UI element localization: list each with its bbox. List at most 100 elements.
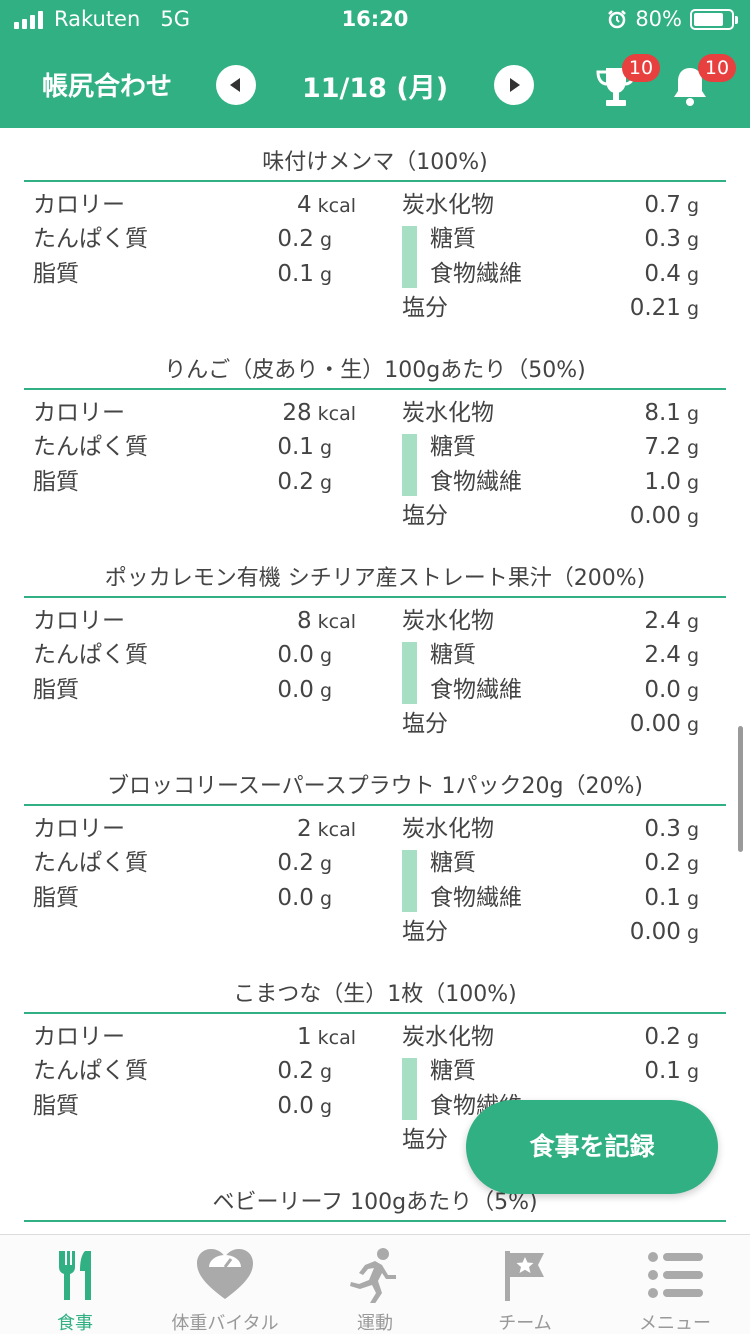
scrollbar[interactable] — [738, 726, 743, 852]
carb-label: 炭水化物 — [402, 192, 494, 218]
carrier-label: Rakuten 5G — [54, 7, 190, 31]
protein-label: たんぱく質 — [33, 1058, 148, 1084]
sugar-label: 糖質 — [430, 642, 476, 668]
fat-label: 脂質 — [33, 469, 79, 495]
carb-label: 炭水化物 — [402, 1024, 494, 1050]
fiber-label: 食物繊維 — [430, 469, 522, 495]
fiber-value: 1.0 g — [644, 469, 699, 495]
protein-value: 0.0 g — [277, 642, 332, 668]
bell-badge: 10 — [698, 54, 736, 82]
sugar-value: 0.1 g — [644, 1058, 699, 1084]
tab-menu[interactable]: メニュー — [600, 1235, 750, 1335]
food-item[interactable]: ベビーリーフ 100gあたり（5%) — [0, 1168, 750, 1222]
nutrition-grid: カロリー 28 kcal 炭水化物 8.1 g たんぱく質 0.1 g 糖質 7.2 g 脂質 0.2 g 食… — [0, 390, 750, 542]
protein-label: たんぱく質 — [33, 434, 148, 460]
tab-menu-label: メニュー — [639, 1313, 711, 1334]
flag-icon — [505, 1251, 544, 1301]
trophy-badge: 10 — [622, 54, 660, 82]
salt-value: 0.00 g — [629, 711, 699, 737]
trophy-button[interactable]: 10 — [594, 54, 660, 110]
fat-label: 脂質 — [33, 1093, 79, 1119]
salt-value: 0.00 g — [629, 919, 699, 945]
signal-icon — [14, 11, 43, 29]
next-day-button[interactable] — [494, 65, 534, 105]
fiber-label: 食物繊維 — [430, 677, 522, 703]
food-item-title: ベビーリーフ 100gあたり（5%) — [24, 1168, 726, 1222]
carb-value: 2.4 g — [644, 608, 699, 634]
food-item-title: 味付けメンマ（100%) — [24, 128, 726, 182]
food-item-title: ポッカレモン有機 シチリア産ストレート果汁（200%) — [24, 544, 726, 598]
carb-breakdown-bar — [402, 226, 417, 288]
food-item-title: りんご（皮あり・生）100gあたり（50%) — [24, 336, 726, 390]
record-meal-button[interactable]: 食事を記録 — [466, 1100, 718, 1194]
calorie-label: カロリー — [33, 816, 125, 842]
sugar-label: 糖質 — [430, 850, 476, 876]
fiber-value: 0.4 g — [644, 261, 699, 287]
tab-team[interactable]: チーム — [450, 1235, 600, 1335]
status-bar: Rakuten 5G 16:20 80% — [0, 0, 750, 40]
salt-value: 0.21 g — [629, 295, 699, 321]
nutrition-grid: カロリー 4 kcal 炭水化物 0.7 g たんぱく質 0.2 g 糖質 0.3 g 脂質 0.1 g 食物… — [0, 182, 750, 334]
sugar-label: 糖質 — [430, 1058, 476, 1084]
clock: 16:20 — [341, 7, 409, 31]
page-title: 帳尻合わせ — [42, 72, 173, 102]
salt-label: 塩分 — [402, 503, 448, 529]
fat-label: 脂質 — [33, 677, 79, 703]
calorie-label: カロリー — [33, 608, 125, 634]
fiber-label: 食物繊維 — [430, 885, 522, 911]
fiber-label: 食物繊維 — [430, 261, 522, 287]
tab-exercise-label: 運動 — [357, 1313, 393, 1334]
food-item[interactable]: りんご（皮あり・生）100gあたり（50%) カロリー 28 kcal 炭水化物 8.1 g… — [0, 336, 750, 542]
fiber-value: 0.1 g — [644, 885, 699, 911]
calorie-value: 4 kcal — [296, 192, 356, 218]
fat-value: 0.0 g — [277, 1093, 332, 1119]
tab-team-label: チーム — [498, 1313, 552, 1334]
prev-day-button[interactable] — [216, 65, 256, 105]
fat-value: 0.0 g — [277, 885, 332, 911]
fat-value: 0.0 g — [277, 677, 332, 703]
tab-weight-vital[interactable]: 体重バイタル — [150, 1235, 300, 1335]
food-item[interactable]: こまつな（生）1枚（100%) カロリー 1 kcal 炭水化物 0.2 g たんぱく質 0.2… — [0, 960, 750, 1166]
triangle-right-icon — [510, 78, 520, 92]
calorie-label: カロリー — [33, 1024, 125, 1050]
salt-label: 塩分 — [402, 919, 448, 945]
fat-value: 0.2 g — [277, 469, 332, 495]
calorie-value: 8 kcal — [296, 608, 356, 634]
carb-value: 0.2 g — [644, 1024, 699, 1050]
tab-weight-vital-label: 体重バイタル — [171, 1313, 279, 1334]
notification-button[interactable]: 10 — [672, 54, 736, 110]
tab-meal[interactable]: 食事 — [0, 1235, 150, 1335]
tab-exercise[interactable]: 運動 — [300, 1235, 450, 1335]
fiber-value: 0.0 g — [644, 677, 699, 703]
sugar-value: 2.4 g — [644, 642, 699, 668]
heart-scale-icon — [197, 1249, 253, 1299]
salt-label: 塩分 — [402, 711, 448, 737]
food-list[interactable]: 味付けメンマ（100%) カロリー 4 kcal 炭水化物 0.7 g たんぱく質 0.2 g 糖質… — [0, 128, 750, 1234]
carb-value: 0.3 g — [644, 816, 699, 842]
nutrition-grid: カロリー 8 kcal 炭水化物 2.4 g たんぱく質 0.0 g 糖質 2.4 g 脂質 0.0 g 食物… — [0, 598, 750, 750]
sugar-label: 糖質 — [430, 434, 476, 460]
protein-value: 0.2 g — [277, 226, 332, 252]
food-item[interactable]: ブロッコリースーパースプラウト 1パック20g（20%) カロリー 2 kcal 炭水化… — [0, 752, 750, 958]
fork-knife-icon — [59, 1251, 91, 1300]
nutrition-grid: カロリー 1 kcal 炭水化物 0.2 g たんぱく質 0.2 g 糖質 0.1 g 脂質 0.0 g 食物… — [0, 1014, 750, 1166]
salt-label: 塩分 — [402, 295, 448, 321]
nutrition-grid: カロリー 2 kcal 炭水化物 0.3 g たんぱく質 0.2 g 糖質 0.2 g 脂質 0.0 g 食物… — [0, 806, 750, 958]
sugar-value: 0.2 g — [644, 850, 699, 876]
salt-value: 0.00 g — [629, 503, 699, 529]
food-item[interactable]: ポッカレモン有機 シチリア産ストレート果汁（200%) カロリー 8 kcal 炭水化物… — [0, 544, 750, 750]
bell-icon — [674, 68, 706, 106]
protein-label: たんぱく質 — [33, 642, 148, 668]
salt-label: 塩分 — [402, 1127, 448, 1153]
carb-breakdown-bar — [402, 434, 417, 496]
fat-value: 0.1 g — [277, 261, 332, 287]
sugar-value: 0.3 g — [644, 226, 699, 252]
food-item[interactable]: 味付けメンマ（100%) カロリー 4 kcal 炭水化物 0.7 g たんぱく質 0.2 g 糖質… — [0, 128, 750, 334]
battery-percent: 80% — [635, 7, 682, 31]
battery-icon — [690, 8, 738, 30]
fat-label: 脂質 — [33, 885, 79, 911]
running-icon — [350, 1248, 396, 1303]
menu-list-icon — [648, 1252, 703, 1298]
carb-label: 炭水化物 — [402, 608, 494, 634]
alarm-icon — [608, 10, 627, 29]
